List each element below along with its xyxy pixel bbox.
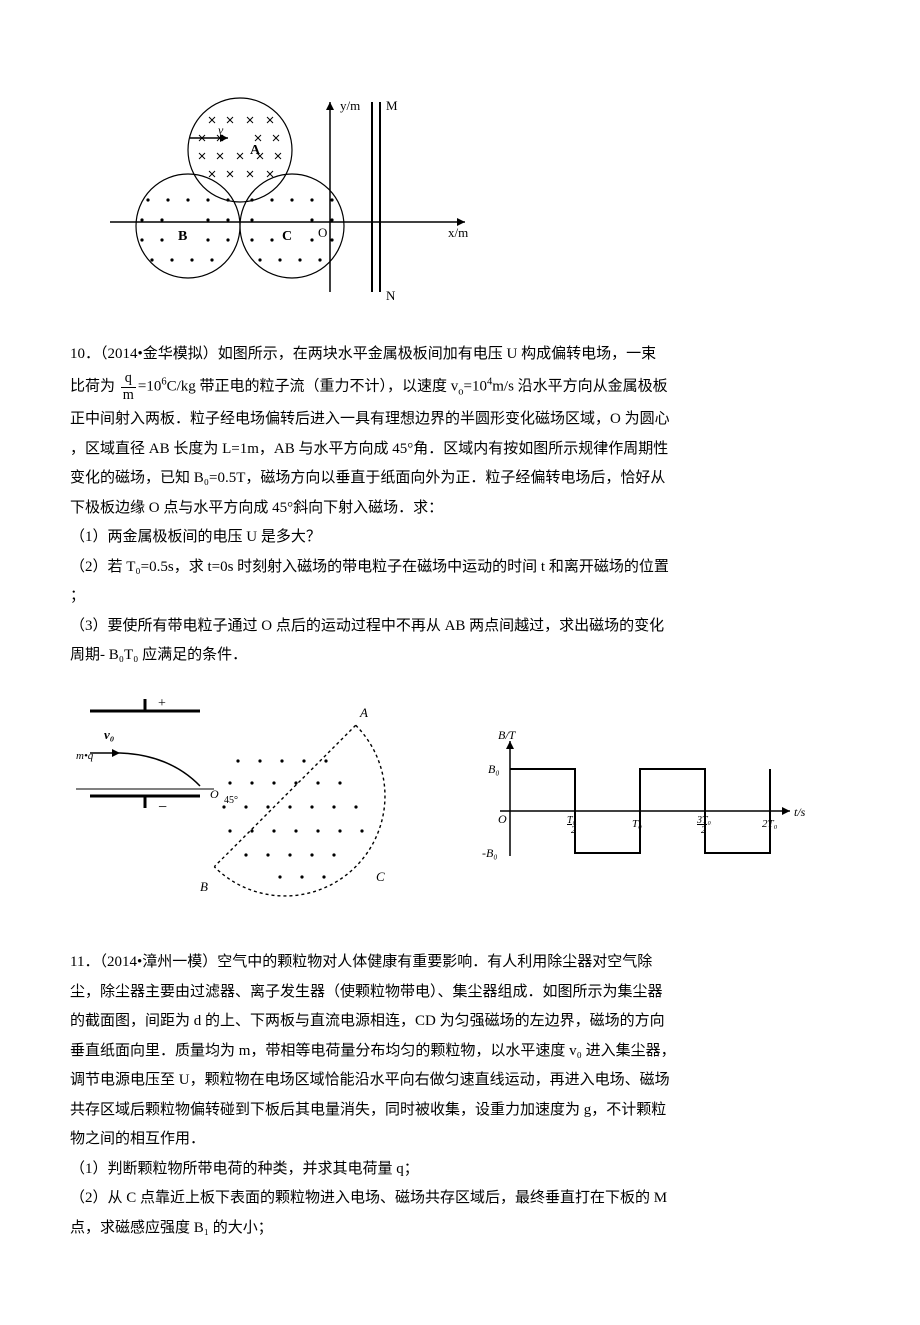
diagram-1-region: x/my/mOABCvMN — [70, 92, 850, 312]
q11-q1: （1）判断颗粒物所带电荷的种类，并求其电荷量 q； — [70, 1157, 850, 1183]
q10-q3: （3）要使所有带电粒子通过 O 点后的运动过程中不再从 AB 两点间越过，求出磁… — [70, 614, 850, 640]
svg-text:B: B — [178, 229, 187, 244]
svg-text:M: M — [386, 98, 398, 113]
q10-line-b: 比荷为 q m =106C/kg 带正电的粒子流（重力不计），以速度 vo=10… — [70, 371, 850, 403]
q10-line-f: 下极板边缘 O 点与水平方向成 45°斜向下射入磁场．求： — [70, 496, 850, 522]
svg-text:A: A — [359, 705, 368, 720]
q10-q3b: 周期- B₀T₀ 应满足的条件． — [70, 643, 850, 669]
svg-text:2: 2 — [701, 825, 706, 836]
q10-frac-unit: C/kg 带正电的粒子流（重力不计），以速度 v — [167, 379, 459, 395]
svg-text:2: 2 — [571, 825, 576, 836]
q10-line-c: 正中间射入两板．粒子经电场偏转后进入一具有理想边界的半圆形变化磁场区域，O 为圆… — [70, 407, 850, 433]
svg-text:−: − — [158, 799, 167, 816]
q11-line-f: 共存区域后颗粒物偏转碰到下板后其电量消失，同时被收集，设重力加速度为 g，不计颗… — [70, 1098, 850, 1124]
q10-line-e: 变化的磁场，已知 B₀=0.5T，磁场方向以垂直于纸面向外为正．粒子经偏转电场后… — [70, 466, 850, 492]
q11-line-g: 物之间的相互作用． — [70, 1127, 850, 1153]
q10-frac: q m — [121, 371, 136, 403]
svg-text:B: B — [200, 879, 208, 894]
q10-line-a: 10．（2014•金华模拟）如图所示，在两块水平金属极板间加有电压 U 构成偏转… — [70, 342, 850, 368]
svg-text:O: O — [210, 787, 219, 801]
svg-text:B₀: B₀ — [488, 762, 500, 776]
q11-line-b: 尘，除尘器主要由过滤器、离子发生器（使颗粒物带电）、集尘器组成．如图所示为集尘器 — [70, 980, 850, 1006]
svg-text:2T₀: 2T₀ — [762, 818, 778, 830]
q10-frac-eq: =10 — [138, 379, 161, 395]
svg-text:C: C — [282, 229, 292, 244]
svg-text:t/s: t/s — [794, 805, 806, 819]
q10-line-d: ，区域直径 AB 长度为 L=1m，AB 与水平方向成 45°角．区域内有按如图… — [70, 437, 850, 463]
svg-text:v₀: v₀ — [104, 727, 114, 742]
svg-text:O: O — [318, 225, 327, 240]
q10-q2: （2）若 T₀=0.5s，求 t=0s 时刻射入磁场的带电粒子在磁场中运动的时间… — [70, 555, 850, 581]
q11-line-c: 的截面图，间距为 d 的上、下两板与直流电源相连，CD 为匀强磁场的左边界，磁场… — [70, 1009, 850, 1035]
diagram-2-region: +−v₀m•qO45°ABCt/sB/TOB₀-B₀T₀2T₀3T₀22T₀ — [70, 681, 850, 921]
deflection-diagram: +−v₀m•qO45°ABCt/sB/TOB₀-B₀T₀2T₀3T₀22T₀ — [70, 681, 850, 911]
svg-text:T₀: T₀ — [632, 818, 642, 830]
q11-line-d: 垂直纸面向里．质量均为 m，带相等电荷量分布均匀的颗粒物，以水平速度 v₀ 进入… — [70, 1039, 850, 1065]
q10-lineb-tail: =10 — [464, 379, 487, 395]
svg-text:+: + — [158, 696, 166, 711]
q10-q1: （1）两金属极板间的电压 U 是多大？ — [70, 525, 850, 551]
q11-q2b: 点，求磁感应强度 B₁ 的大小； — [70, 1216, 850, 1242]
svg-text:B/T: B/T — [498, 728, 517, 742]
circles-field-diagram: x/my/mOABCvMN — [70, 92, 470, 302]
svg-text:C: C — [376, 869, 385, 884]
q10-frac-den: m — [121, 388, 136, 404]
svg-text:y/m: y/m — [340, 98, 360, 113]
q10-lineb-unit: m/s 沿水平方向从金属极板 — [492, 379, 667, 395]
q11-q2: （2）从 C 点靠近上板下表面的颗粒物进入电场、磁场共存区域后，最终垂直打在下板… — [70, 1186, 850, 1212]
svg-text:45°: 45° — [224, 795, 238, 806]
q11-line-e: 调节电源电压至 U，颗粒物在电场区域恰能沿水平向右做匀速直线运动，再进入电场、磁… — [70, 1068, 850, 1094]
svg-text:v: v — [218, 123, 224, 137]
svg-text:x/m: x/m — [448, 225, 468, 240]
q10-frac-lead: 比荷为 — [70, 379, 115, 395]
svg-text:-B₀: -B₀ — [482, 846, 498, 860]
q10-q2b: ； — [70, 584, 850, 610]
svg-text:m•q: m•q — [76, 750, 94, 762]
q11-line-a: 11．（2014•漳州一模）空气中的颗粒物对人体健康有重要影响．有人利用除尘器对… — [70, 950, 850, 976]
svg-text:N: N — [386, 288, 396, 302]
svg-text:O: O — [498, 812, 507, 826]
q10-frac-num: q — [121, 371, 136, 388]
